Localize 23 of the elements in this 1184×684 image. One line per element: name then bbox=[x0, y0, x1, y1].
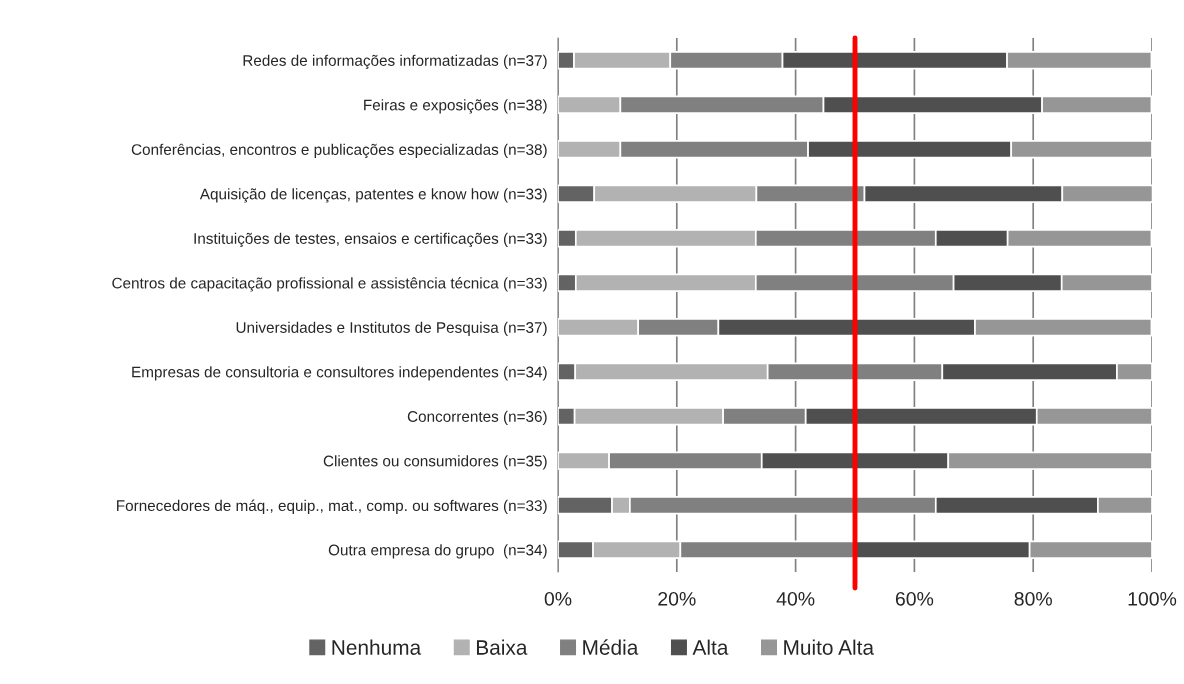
x-tick-label: 100% bbox=[1128, 591, 1177, 606]
legend-label: Muito Alta bbox=[784, 639, 875, 655]
x-tick-label: 40% bbox=[776, 591, 815, 606]
y-tick-label: Empresas de consultoria e consultores independentes (n=34) bbox=[132, 366, 547, 381]
x-tick-label: 20% bbox=[658, 591, 696, 606]
y-tick-label: Concorrentes (n=36) bbox=[407, 410, 547, 425]
y-tick-label: Feiras e exposições (n=38) bbox=[364, 99, 547, 114]
x-tick-label: 60% bbox=[895, 591, 934, 606]
y-tick-label: Conferências, encontros e publicações especializadas (n=38) bbox=[131, 143, 547, 159]
y-tick-label: Instituições de testes, ensaios e certificações (n=33) bbox=[194, 232, 547, 248]
y-tick-label: Redes de informações informatizadas (n=37) bbox=[243, 54, 547, 70]
y-tick-label: Fornecedores de máq., equip., mat., comp. ou softwares (n=33) bbox=[117, 499, 547, 515]
y-tick-label: Aquisição de licenças, patentes e know how (n=33) bbox=[199, 188, 547, 203]
y-tick-label: Outra empresa do grupo (n=34) bbox=[328, 544, 547, 559]
y-tick-label: Universidades e Institutos de Pesquisa (n=37) bbox=[236, 321, 547, 336]
x-tick-label: 80% bbox=[1014, 591, 1052, 606]
x-tick-label: 0% bbox=[544, 591, 572, 606]
legend-label: Nenhuma bbox=[332, 639, 422, 655]
legend-label: Média bbox=[583, 639, 639, 655]
legend-label: Alta bbox=[692, 639, 729, 655]
y-tick-label: Centros de capacitação profissional e assistência técnica (n=33) bbox=[112, 277, 547, 292]
y-tick-label: Clientes ou consumidores (n=35) bbox=[323, 455, 547, 470]
legend-label: Baixa bbox=[477, 639, 528, 655]
